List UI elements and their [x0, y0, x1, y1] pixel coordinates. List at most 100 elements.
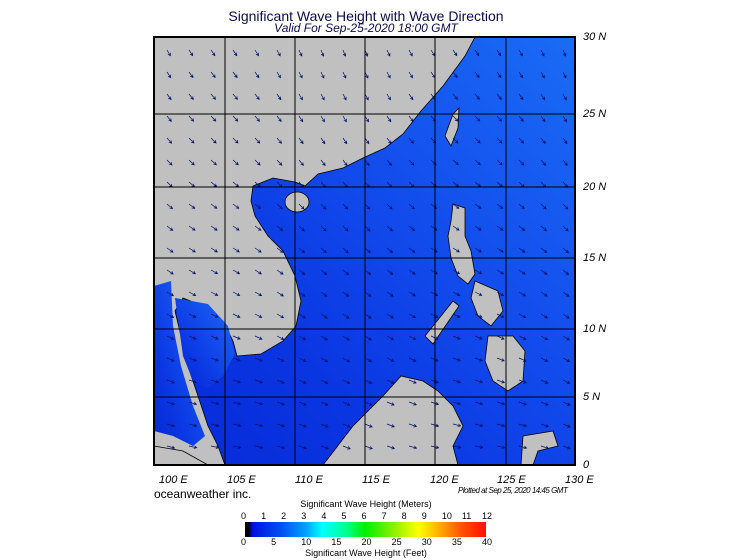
feet-tick: 40: [482, 537, 493, 547]
palawan: [424, 300, 460, 345]
wave-arrow: [386, 401, 395, 406]
wave-arrow: [452, 115, 459, 122]
wave-arrow: [386, 225, 393, 232]
wave-arrow: [562, 203, 569, 210]
wave-arrow: [232, 203, 240, 209]
wave-arrow: [386, 203, 393, 210]
wave-arrow: [452, 203, 460, 209]
wave-arrow: [210, 313, 219, 318]
wave-arrow: [474, 379, 484, 384]
wave-arrow: [210, 71, 216, 79]
visayas: [470, 280, 504, 327]
wave-arrow: [254, 71, 260, 79]
wave-arrow: [452, 49, 458, 57]
meters-tick: 3: [301, 511, 307, 521]
wave-arrow: [298, 159, 304, 166]
wave-arrow: [166, 93, 172, 101]
wave-arrow: [408, 71, 413, 79]
wave-arrow: [474, 71, 480, 79]
wave-arrow: [232, 401, 242, 406]
wave-arrow: [518, 379, 527, 384]
wave-arrow: [320, 93, 325, 101]
wave-arrow: [166, 313, 175, 318]
wave-arrow: [210, 159, 217, 166]
wave-arrow: [342, 423, 351, 428]
wave-arrow: [254, 357, 263, 362]
wave-arrow: [342, 137, 348, 145]
wave-arrow: [342, 313, 350, 319]
wave-arrow: [342, 71, 347, 79]
wave-arrow: [452, 71, 458, 79]
wave-arrow: [320, 159, 326, 167]
wave-arrow: [540, 269, 548, 275]
wave-arrow: [518, 401, 527, 406]
wave-arrow: [386, 291, 394, 297]
wave-arrow: [254, 247, 262, 253]
wave-arrow: [210, 203, 218, 209]
wave-arrow: [518, 291, 527, 297]
wave-arrow: [166, 203, 174, 210]
wave-arrow: [364, 115, 369, 123]
wave-arrow: [562, 71, 567, 79]
wave-arrow: [276, 203, 283, 210]
wave-arrow: [188, 291, 197, 296]
lon-label: 100 E: [159, 474, 188, 486]
wave-arrow: [188, 247, 196, 253]
wave-arrow: [518, 313, 527, 318]
lat-label: 10 N: [583, 323, 607, 335]
plotted-time: Plotted at Sep 25, 2020 14:45 GMT: [458, 486, 568, 495]
wave-arrow: [210, 445, 220, 449]
wave-arrow: [496, 247, 504, 253]
wave-arrow: [474, 335, 483, 340]
wave-arrow: [298, 115, 304, 123]
wave-arrow: [408, 357, 417, 362]
wave-arrow: [496, 93, 502, 100]
wave-arrow: [474, 225, 482, 231]
wave-arrow: [320, 115, 325, 123]
wave-arrow: [166, 357, 175, 362]
wave-arrow: [452, 137, 459, 144]
wave-arrow: [408, 423, 418, 428]
wave-arrow: [188, 357, 197, 362]
wave-arrow: [254, 445, 264, 449]
wave-arrow: [562, 401, 571, 406]
wave-arrow: [474, 291, 483, 296]
wave-arrow: [276, 379, 285, 384]
lon-label: 125 E: [497, 474, 526, 486]
wave-arrow: [386, 423, 395, 428]
wave-arrow: [232, 313, 241, 318]
wave-arrow: [298, 71, 303, 79]
chart-title: Significant Wave Height with Wave Direct…: [228, 8, 504, 24]
wave-arrow: [166, 225, 174, 231]
wave-arrow: [232, 269, 241, 275]
wave-arrow: [562, 115, 567, 123]
wave-arrow: [166, 291, 175, 297]
wave-arrow: [166, 423, 176, 428]
wave-arrow: [298, 93, 303, 101]
wave-arrow: [166, 269, 174, 275]
lat-label: 20 N: [583, 181, 607, 193]
meters-tick: 10: [441, 511, 452, 521]
wave-arrow: [210, 247, 218, 253]
colorbar-meters-title: Significant Wave Height (Meters): [300, 499, 432, 509]
wave-arrow: [496, 49, 502, 57]
wave-arrow: [320, 313, 328, 319]
wave-arrow: [342, 269, 350, 276]
borneo: [322, 375, 464, 466]
wave-arrow: [496, 401, 506, 406]
wave-arrow: [320, 203, 327, 210]
feet-tick: 20: [361, 537, 372, 547]
wave-arrow: [188, 159, 195, 166]
wave-arrow: [364, 445, 373, 450]
wave-arrow: [298, 357, 307, 362]
wave-arrow: [232, 445, 242, 449]
wave-arrow: [540, 335, 549, 341]
wave-arrow: [408, 313, 417, 319]
wave-arrow: [320, 379, 329, 384]
wave-arrow: [408, 291, 416, 297]
wave-arrow: [232, 137, 239, 144]
wave-arrow: [540, 401, 549, 406]
wave-arrow: [364, 423, 373, 428]
wave-arrow: [386, 137, 392, 145]
wave-arrow: [408, 269, 416, 275]
